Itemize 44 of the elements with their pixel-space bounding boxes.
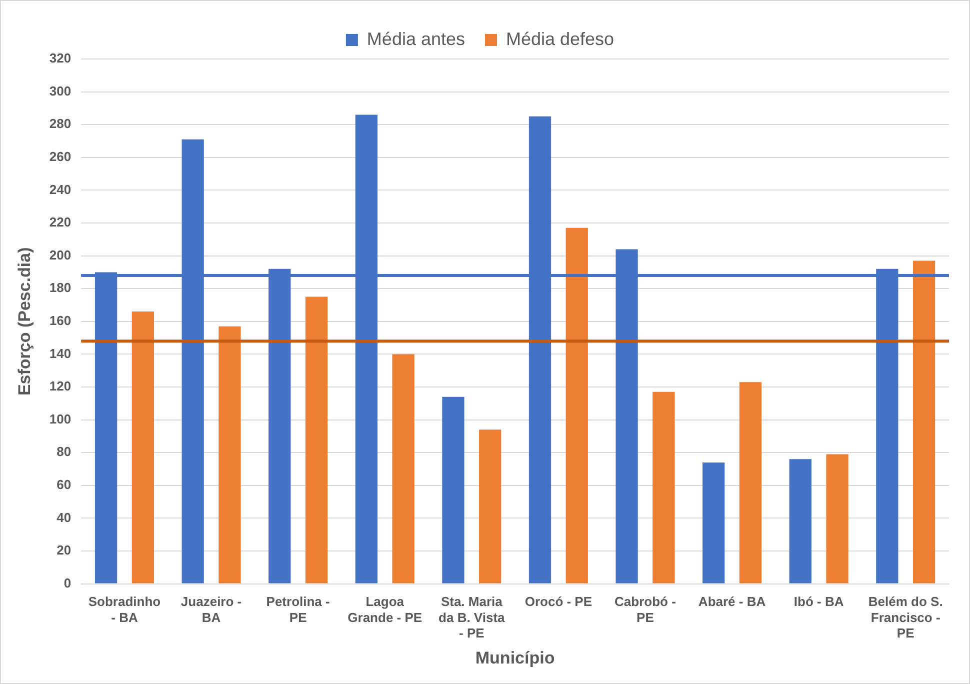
bar — [218, 326, 241, 584]
x-tick-label: Sta. Maria da B. Vista - PE — [438, 594, 506, 640]
y-axis-title: Esforço (Pesc.dia) — [14, 247, 34, 396]
bar — [566, 228, 588, 584]
y-tick-label: 180 — [49, 280, 72, 296]
y-tick-label: 20 — [56, 542, 72, 558]
y-tick-label: 280 — [49, 116, 72, 132]
x-tick-label: Orocó - PE — [524, 594, 592, 610]
x-tick-label: Cabrobó - PE — [614, 594, 676, 625]
y-tick-label: 60 — [56, 476, 72, 492]
y-tick-label: 240 — [49, 182, 72, 197]
y-tick-label: 80 — [56, 444, 72, 460]
y-tick-label: 0 — [64, 575, 72, 590]
bar — [132, 312, 154, 584]
x-tick-label: Petrolina - PE — [266, 594, 330, 625]
y-tick-label: 120 — [49, 378, 72, 394]
x-tick-label: Juazeiro - BA — [180, 594, 242, 625]
y-tick-label: 140 — [49, 346, 72, 361]
legend-label: Média defeso — [506, 28, 614, 49]
legend-label: Média antes — [366, 28, 465, 49]
y-tick-label: 320 — [49, 50, 72, 66]
x-tick-label: Belém do S. Francisco - PE — [868, 594, 943, 640]
y-tick-label: 300 — [49, 83, 72, 98]
x-tick-label: Ibó - BA — [794, 594, 844, 610]
y-tick-label: 160 — [49, 312, 72, 328]
y-tick-label: 260 — [49, 148, 72, 164]
x-tick-label: Lagoa Grande - PE — [348, 594, 422, 625]
y-tick-label: 220 — [49, 214, 72, 230]
x-axis-title: Município — [475, 648, 555, 668]
bar — [739, 382, 762, 584]
x-tick-label: Sobradinho - BA — [88, 594, 161, 625]
bar — [479, 430, 502, 584]
bar — [702, 462, 725, 584]
y-tick-label: 100 — [49, 411, 72, 426]
bar — [442, 396, 464, 584]
x-tick-label: Abaré - BA — [698, 594, 766, 610]
bar — [305, 296, 328, 584]
y-tick-label: 40 — [56, 510, 72, 525]
bar — [826, 454, 848, 584]
y-tick-label: 200 — [49, 247, 72, 262]
bar — [789, 459, 812, 584]
bar — [392, 354, 414, 584]
bar — [912, 260, 936, 584]
bar — [652, 392, 675, 584]
